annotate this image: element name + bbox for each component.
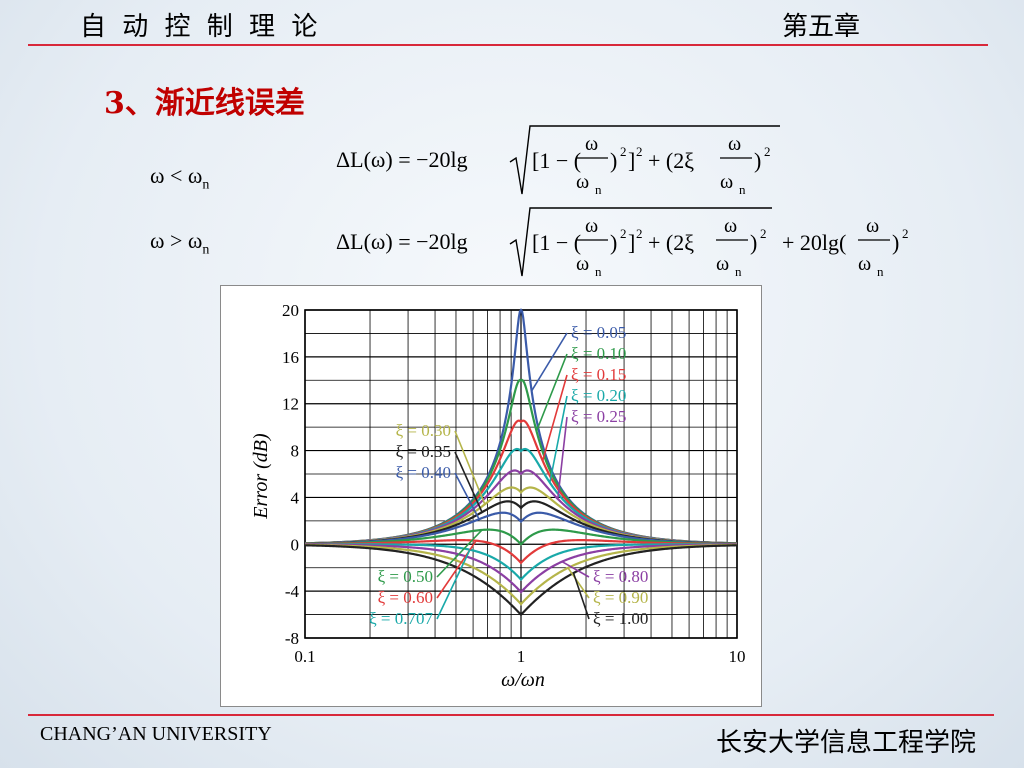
svg-text:ω: ω [720, 171, 733, 193]
svg-text:ω: ω [728, 133, 741, 155]
svg-text:+ (2ξ: + (2ξ [648, 230, 694, 255]
legend-entry: ξ = 0.05 [571, 323, 626, 342]
course-title: 自 动 控 制 理 论 [80, 6, 321, 43]
formula-low-frequency: ΔL(ω) = −20lg [1 − ( ω ω n ) 2 ] 2 + (2ξ… [330, 118, 790, 200]
svg-text:]: ] [628, 148, 635, 173]
school-name: 长安大学信息工程学院 [716, 722, 976, 759]
legend-entry: ξ = 0.15 [571, 365, 626, 384]
svg-text:[1 − (: [1 − ( [532, 148, 581, 173]
svg-text:): ) [892, 230, 899, 255]
svg-text:2: 2 [902, 226, 909, 241]
svg-text:ω: ω [724, 215, 737, 237]
svg-text:[1 − (: [1 − ( [532, 230, 581, 255]
y-tick-label: -4 [285, 582, 300, 601]
condition-less: ω < ωn [150, 163, 209, 193]
svg-text:2: 2 [764, 144, 771, 159]
svg-text:): ) [610, 230, 617, 255]
svg-text:ω: ω [866, 215, 879, 237]
svg-text:): ) [750, 230, 757, 255]
svg-text:2: 2 [620, 226, 627, 241]
svg-text:ω: ω [576, 253, 589, 275]
legend-entry: ξ = 0.60 [378, 588, 433, 607]
x-tick-label: 10 [729, 647, 746, 666]
svg-text:ω: ω [585, 133, 598, 155]
formula-high-frequency: ΔL(ω) = −20lg [1 − ( ω ω n ) 2 ] 2 + (2ξ… [330, 200, 920, 282]
svg-text:+ 20lg(: + 20lg( [782, 230, 846, 255]
legend-entry: ξ = 1.00 [593, 609, 648, 628]
svg-text:ΔL(ω) = −20lg: ΔL(ω) = −20lg [336, 229, 468, 254]
legend-entry: ξ = 0.30 [396, 421, 451, 440]
chapter-label: 第五章 [782, 6, 860, 43]
legend-entry: ξ = 0.90 [593, 588, 648, 607]
legend-leader [455, 431, 485, 504]
x-tick-label: 1 [517, 647, 526, 666]
y-tick-label: 12 [282, 395, 299, 414]
svg-text:ω: ω [858, 253, 871, 275]
legend-entry: ξ = 0.707 [369, 609, 433, 628]
y-tick-label: 20 [282, 301, 299, 320]
legend-entry: ξ = 0.50 [378, 567, 433, 586]
y-tick-label: 16 [282, 348, 299, 367]
legend-leader [558, 417, 567, 499]
y-tick-label: 0 [291, 535, 300, 554]
section-title: 3、渐近线误差 [104, 78, 305, 122]
svg-text:2: 2 [620, 144, 627, 159]
svg-text:2: 2 [636, 144, 643, 159]
y-tick-label: -8 [285, 629, 299, 648]
error-chart-panel: 20 16 12 8 4 0 -4 -8 0.1 1 10 ξ = 0.05 ξ = 0.10 ξ = … [220, 285, 762, 707]
svg-text:+ (2ξ: + (2ξ [648, 148, 694, 173]
university-name: CHANG’AN UNIVERSITY [40, 723, 272, 746]
legend-entry: ξ = 0.10 [571, 344, 626, 363]
y-tick-label: 4 [291, 488, 300, 507]
legend-entry: ξ = 0.40 [396, 463, 451, 482]
svg-text:ω: ω [585, 215, 598, 237]
legend-entry: ξ = 0.25 [571, 407, 626, 426]
svg-text:n: n [595, 264, 602, 279]
x-axis-label: ω/ωn [501, 669, 545, 691]
svg-text:ω: ω [716, 253, 729, 275]
y-tick-label: 8 [291, 442, 300, 461]
legend-entry: ξ = 0.35 [396, 442, 451, 461]
svg-text:n: n [739, 182, 746, 197]
svg-text:2: 2 [636, 226, 643, 241]
header-divider [28, 44, 988, 46]
svg-text:n: n [735, 264, 742, 279]
condition-greater: ω > ωn [150, 228, 209, 258]
svg-text:2: 2 [760, 226, 767, 241]
legend-leader [437, 541, 476, 598]
svg-text:ΔL(ω) = −20lg: ΔL(ω) = −20lg [336, 147, 468, 172]
svg-text:): ) [610, 148, 617, 173]
svg-text:ω: ω [576, 171, 589, 193]
svg-text:n: n [877, 264, 884, 279]
svg-text:n: n [595, 182, 602, 197]
chart-legend: ξ = 0.05 ξ = 0.10 ξ = 0.15 ξ = 0.20 ξ = 0.25… [369, 323, 648, 628]
legend-entry: ξ = 0.80 [593, 567, 648, 586]
svg-text:): ) [754, 148, 761, 173]
x-tick-label: 0.1 [294, 647, 315, 666]
legend-entry: ξ = 0.20 [571, 386, 626, 405]
legend-leader [532, 333, 567, 391]
svg-text:]: ] [628, 230, 635, 255]
y-axis-label: Error (dB) [250, 433, 272, 520]
footer-divider [28, 714, 994, 716]
